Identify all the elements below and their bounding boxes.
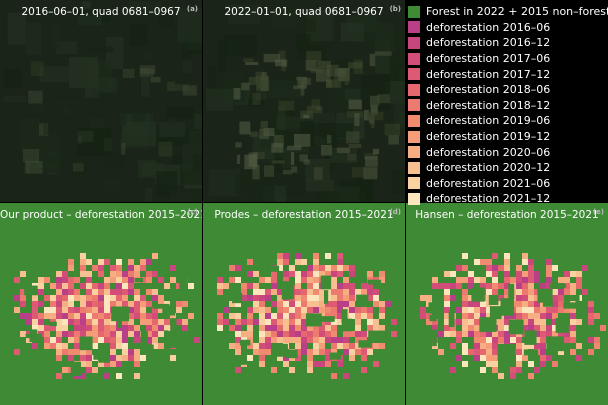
- legend-label: Forest in 2022 + 2015 non–forest: [426, 5, 608, 19]
- legend-swatch: [408, 68, 420, 81]
- legend-swatch: [408, 83, 420, 96]
- legend-swatch: [408, 192, 420, 205]
- legend-label: deforestation 2020–12: [426, 161, 551, 175]
- panel-b-tag: (b): [389, 5, 401, 13]
- legend-item: deforestation 2021–12: [408, 191, 606, 207]
- legend-swatch: [408, 130, 420, 143]
- legend-swatch: [408, 36, 420, 49]
- panel-a-title: 2016–06–01, quad 0681–0967: [21, 6, 181, 18]
- legend-label: deforestation 2019–06: [426, 114, 551, 128]
- legend-item: deforestation 2016–12: [408, 35, 606, 51]
- legend-label: deforestation 2020–06: [426, 145, 551, 159]
- legend-swatch: [408, 5, 420, 18]
- legend-label: deforestation 2016–06: [426, 20, 551, 34]
- panel-b-satellite-2022: 2022–01–01, quad 0681–0967 (b): [203, 0, 405, 202]
- legend-item: deforestation 2018–12: [408, 98, 606, 114]
- legend-label: deforestation 2021–12: [426, 192, 551, 206]
- deforestation-map-prodes: [203, 203, 405, 405]
- legend-swatch: [408, 146, 420, 159]
- panel-b-title: 2022–01–01, quad 0681–0967: [224, 6, 384, 18]
- panel-d-prodes: Prodes – deforestation 2015–2021 (d): [203, 203, 405, 405]
- legend-item: deforestation 2021–06: [408, 176, 606, 192]
- deforestation-map-our-product: [0, 203, 202, 405]
- legend-swatch: [408, 177, 420, 190]
- legend-swatch: [408, 114, 420, 127]
- legend-item: deforestation 2017–12: [408, 66, 606, 82]
- panel-c-title: Our product – deforestation 2015–2021: [0, 209, 202, 221]
- legend-label: deforestation 2018–06: [426, 83, 551, 97]
- legend-item: deforestation 2017–06: [408, 51, 606, 67]
- panel-d-title: Prodes – deforestation 2015–2021: [214, 209, 394, 221]
- legend-swatch: [408, 99, 420, 112]
- panel-d-tag: (d): [389, 208, 401, 216]
- legend-label: deforestation 2017–06: [426, 52, 551, 66]
- legend-item: deforestation 2019–12: [408, 129, 606, 145]
- legend-label: deforestation 2021–06: [426, 176, 551, 190]
- legend-swatch: [408, 161, 420, 174]
- legend-swatch: [408, 52, 420, 65]
- satellite-image-2016: [0, 0, 202, 202]
- legend: Forest in 2022 + 2015 non–forest deforest…: [408, 4, 608, 207]
- panel-c-our-product: Our product – deforestation 2015–2021 (c…: [0, 203, 202, 405]
- panel-e-tag: (e): [592, 208, 604, 216]
- legend-label: deforestation 2016–12: [426, 36, 551, 50]
- legend-item: Forest in 2022 + 2015 non–forest: [408, 4, 608, 20]
- legend-item: deforestation 2016–06: [408, 20, 606, 36]
- legend-item: deforestation 2020–06: [408, 144, 606, 160]
- legend-label: deforestation 2019–12: [426, 130, 551, 144]
- legend-item: deforestation 2018–06: [408, 82, 606, 98]
- legend-item: deforestation 2020–12: [408, 160, 606, 176]
- legend-item: deforestation 2019–06: [408, 113, 606, 129]
- satellite-image-2022: [203, 0, 405, 202]
- panel-c-tag: (c): [187, 208, 198, 216]
- panel-a-tag: (a): [186, 5, 198, 13]
- legend-swatch: [408, 21, 420, 34]
- panel-e-title: Hansen – deforestation 2015–2021: [415, 209, 599, 221]
- panel-e-hansen: Hansen – deforestation 2015–2021 (e): [406, 203, 608, 405]
- panel-a-satellite-2016: 2016–06–01, quad 0681–0967 (a): [0, 0, 202, 202]
- legend-label: deforestation 2017–12: [426, 67, 551, 81]
- legend-label: deforestation 2018–12: [426, 98, 551, 112]
- deforestation-map-hansen: [406, 203, 608, 405]
